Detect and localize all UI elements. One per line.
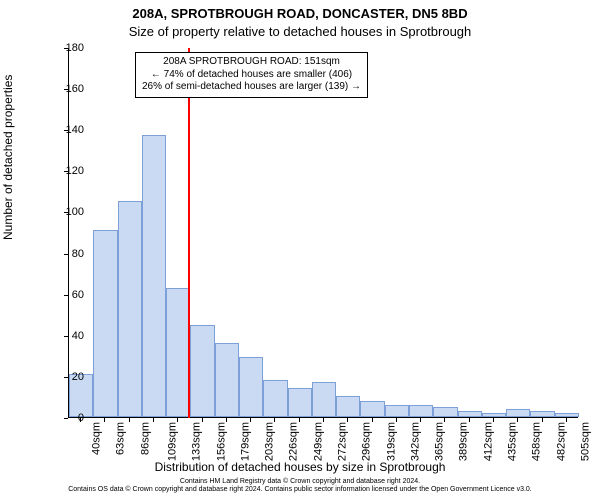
histogram-bar <box>288 388 312 417</box>
x-tick-label: 272sqm <box>337 422 349 461</box>
x-tick-label: 458sqm <box>531 422 543 461</box>
histogram-bar <box>118 201 142 417</box>
histogram-bar <box>336 396 360 417</box>
x-tick-mark <box>372 418 373 422</box>
histogram-bar <box>530 411 554 417</box>
x-tick-label: 86sqm <box>139 422 151 455</box>
x-tick-label: 389sqm <box>458 422 470 461</box>
y-tick-mark <box>64 212 68 213</box>
x-tick-mark <box>226 418 227 422</box>
histogram-bar <box>263 380 287 417</box>
x-tick-label: 482sqm <box>555 422 567 461</box>
y-tick-mark <box>64 130 68 131</box>
x-tick-mark <box>299 418 300 422</box>
x-tick-label: 365sqm <box>434 422 446 461</box>
x-tick-label: 505sqm <box>579 422 591 461</box>
chart-title-sub: Size of property relative to detached ho… <box>0 24 600 39</box>
y-tick-mark <box>64 295 68 296</box>
y-tick-mark <box>64 336 68 337</box>
x-tick-label: 133sqm <box>191 422 203 461</box>
footer-line-1: Contains HM Land Registry data © Crown c… <box>180 478 420 485</box>
histogram-bar <box>506 409 530 417</box>
x-tick-label: 156sqm <box>215 422 227 461</box>
x-tick-mark <box>566 418 567 422</box>
x-tick-mark <box>202 418 203 422</box>
histogram-bar <box>215 343 239 417</box>
histogram-bar <box>433 407 457 417</box>
histogram-bar <box>360 401 384 417</box>
x-tick-mark <box>420 418 421 422</box>
x-tick-label: 226sqm <box>288 422 300 461</box>
y-tick-mark <box>64 89 68 90</box>
histogram-bar <box>312 382 336 417</box>
x-tick-label: 109sqm <box>167 422 179 461</box>
histogram-bar <box>239 357 263 417</box>
x-tick-mark <box>347 418 348 422</box>
x-tick-label: 249sqm <box>312 422 324 461</box>
histogram-bar <box>385 405 409 417</box>
x-tick-label: 203sqm <box>264 422 276 461</box>
y-tick-mark <box>64 377 68 378</box>
x-tick-mark <box>177 418 178 422</box>
x-tick-label: 319sqm <box>385 422 397 461</box>
annotation-line-1: 208A SPROTBROUGH ROAD: 151sqm <box>163 56 340 67</box>
x-tick-mark <box>469 418 470 422</box>
annotation-line-2: ← 74% of detached houses are smaller (40… <box>151 69 352 80</box>
footer-line-2: Contains OS data © Crown copyright and d… <box>68 486 532 493</box>
x-axis-label: Distribution of detached houses by size … <box>0 460 600 474</box>
y-tick-mark <box>64 418 68 419</box>
x-tick-mark <box>129 418 130 422</box>
y-tick-mark <box>64 171 68 172</box>
chart-container: 208A, SPROTBROUGH ROAD, DONCASTER, DN5 8… <box>0 0 600 500</box>
annotation-line-3: 26% of semi-detached houses are larger (… <box>142 81 361 92</box>
x-tick-mark <box>80 418 81 422</box>
histogram-bar <box>142 135 166 417</box>
x-tick-mark <box>493 418 494 422</box>
x-tick-mark <box>542 418 543 422</box>
x-tick-mark <box>250 418 251 422</box>
x-tick-label: 412sqm <box>482 422 494 461</box>
x-tick-label: 63sqm <box>115 422 127 455</box>
y-axis-label: Number of detached properties <box>1 75 15 240</box>
chart-title-main: 208A, SPROTBROUGH ROAD, DONCASTER, DN5 8… <box>0 6 600 21</box>
x-tick-label: 40sqm <box>91 422 103 455</box>
histogram-bar <box>190 325 214 418</box>
x-tick-mark <box>104 418 105 422</box>
property-marker-line <box>188 48 190 418</box>
x-tick-label: 435sqm <box>507 422 519 461</box>
histogram-bar <box>482 413 506 417</box>
histogram-bar <box>93 230 117 417</box>
y-tick-mark <box>64 254 68 255</box>
x-tick-mark <box>274 418 275 422</box>
x-tick-mark <box>396 418 397 422</box>
annotation-box: 208A SPROTBROUGH ROAD: 151sqm ← 74% of de… <box>135 52 368 98</box>
x-tick-label: 342sqm <box>409 422 421 461</box>
x-tick-mark <box>153 418 154 422</box>
x-tick-mark <box>517 418 518 422</box>
x-tick-mark <box>444 418 445 422</box>
x-tick-label: 296sqm <box>361 422 373 461</box>
histogram-bar <box>458 411 482 417</box>
histogram-bar <box>555 413 579 417</box>
chart-footer: Contains HM Land Registry data © Crown c… <box>0 478 600 493</box>
histogram-bar <box>409 405 433 417</box>
x-tick-label: 179sqm <box>239 422 251 461</box>
y-tick-mark <box>64 48 68 49</box>
x-tick-mark <box>323 418 324 422</box>
plot-area <box>68 48 578 418</box>
